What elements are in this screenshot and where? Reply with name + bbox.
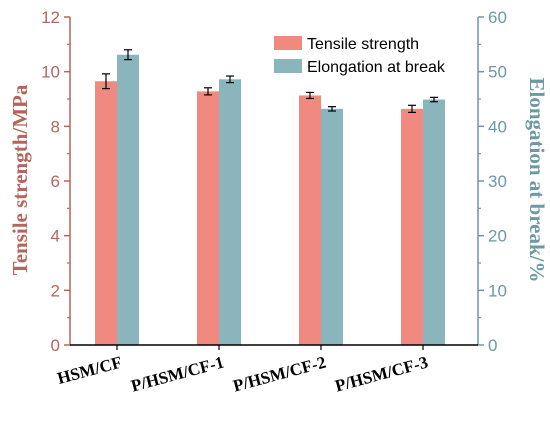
category-label: P/HSM/CF-2 [231, 353, 328, 396]
right-tick-label: 0 [488, 336, 497, 355]
left-tick-label: 4 [51, 227, 60, 246]
right-tick-label: 30 [488, 172, 507, 191]
bar [197, 91, 219, 345]
legend-swatch [274, 59, 302, 73]
right-axis-title: Elongation at break/% [525, 78, 549, 283]
right-tick-label: 10 [488, 281, 507, 300]
bar [423, 99, 445, 346]
left-tick-label: 10 [41, 63, 60, 82]
legend-label: Tensile strength [307, 36, 419, 53]
bar [219, 79, 241, 345]
left-tick-label: 2 [51, 281, 60, 300]
left-y-axis: 0 2 4 6 8 10 12 [41, 8, 71, 355]
left-tick-label: 8 [51, 117, 60, 136]
category-label: P/HSM/CF-3 [333, 353, 430, 396]
legend: Tensile strength Elongation at break [274, 36, 446, 76]
series-0 [95, 73, 423, 346]
category-label: HSM/CF [55, 353, 124, 388]
left-axis-title: Tensile strength/MPa [8, 84, 32, 275]
right-tick-label: 60 [488, 8, 507, 27]
bar [299, 95, 321, 346]
category-label: P/HSM/CF-1 [129, 353, 226, 396]
left-tick-label: 0 [51, 336, 60, 355]
bar [117, 54, 139, 345]
bar [321, 108, 343, 345]
series-1 [117, 49, 445, 346]
legend-label: Elongation at break [307, 59, 446, 76]
left-tick-label: 6 [51, 172, 60, 191]
right-tick-label: 40 [488, 117, 507, 136]
legend-swatch [274, 36, 302, 50]
right-tick-label: 50 [488, 63, 507, 82]
left-tick-label: 12 [41, 8, 60, 27]
right-tick-label: 20 [488, 227, 507, 246]
x-axis: HSM/CF P/HSM/CF-1 P/HSM/CF-2 P/HSM/CF-3 [55, 344, 478, 396]
bar [401, 108, 423, 345]
bar [95, 81, 117, 345]
bar-series-group [95, 49, 445, 346]
right-y-axis: 0 10 20 30 40 50 60 [477, 8, 507, 355]
